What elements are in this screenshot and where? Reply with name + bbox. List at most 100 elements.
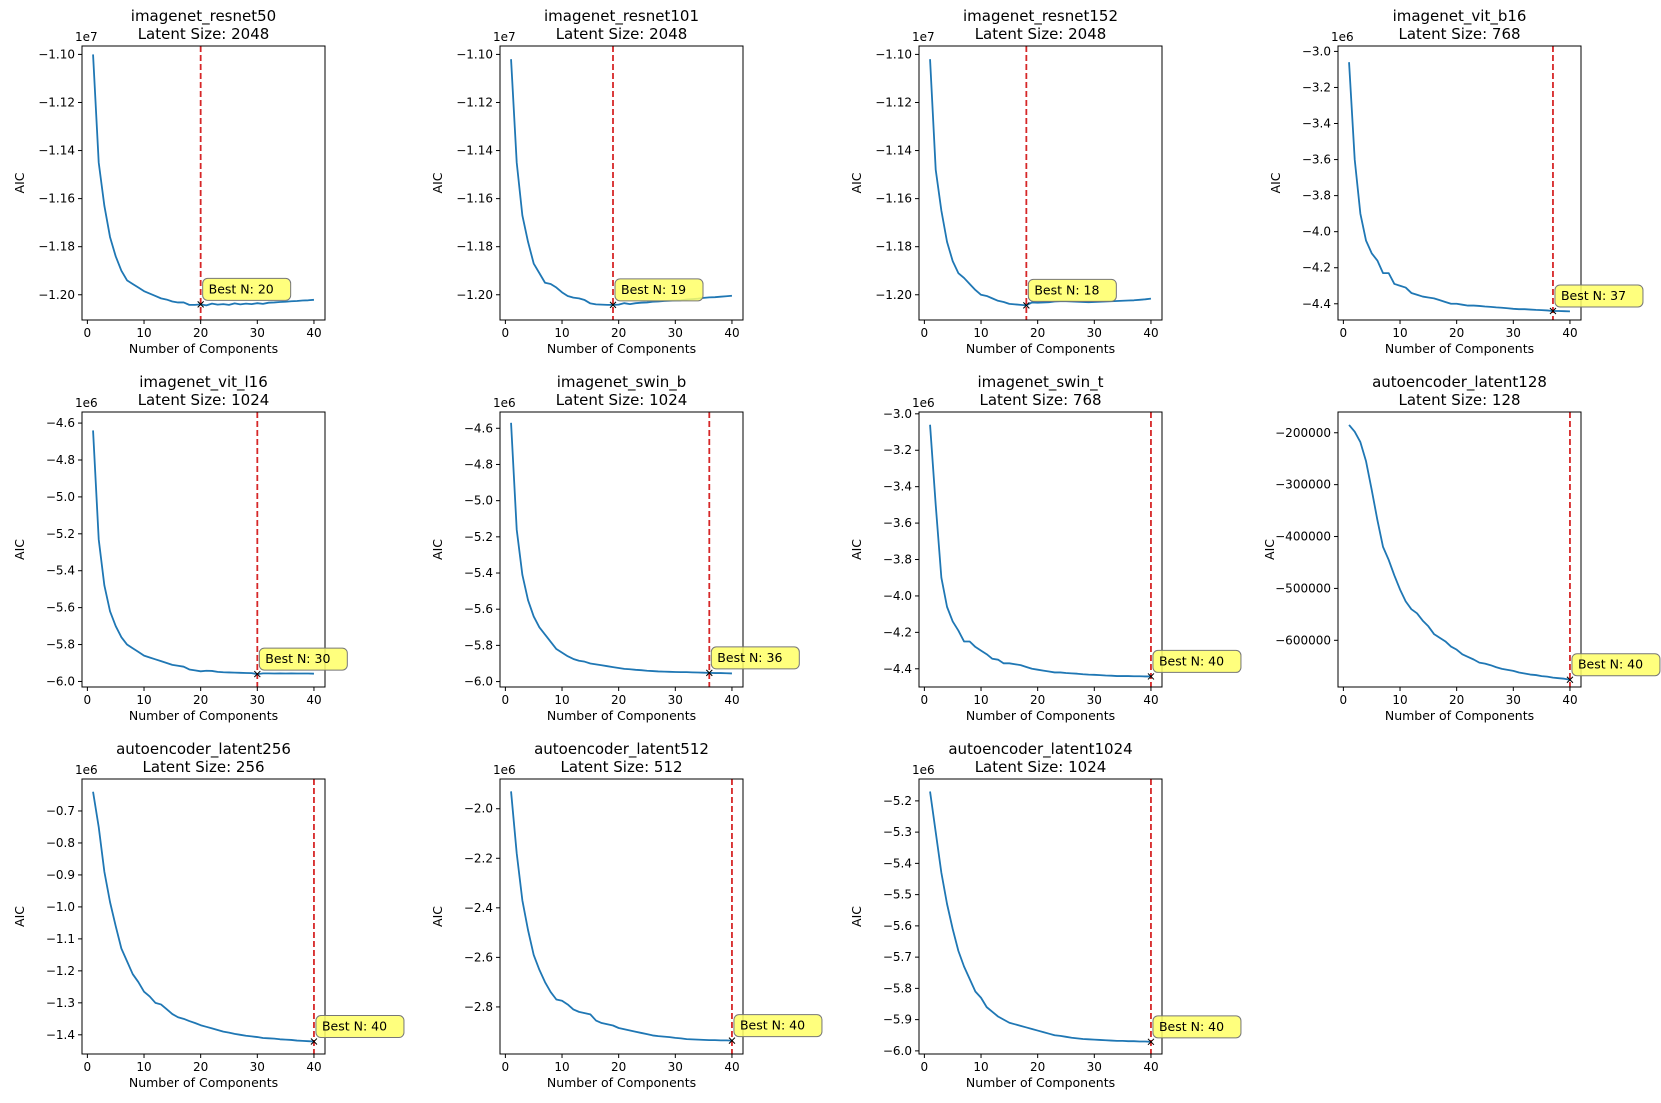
x-tick-label: 40 [306,693,321,707]
y-tick-label: −4.0 [1302,225,1331,239]
y-tick-label: −5.9 [883,1013,912,1027]
best-n-annotation-text: Best N: 40 [322,1019,387,1034]
y-tick-label: −5.6 [46,601,75,615]
y-tick-label: −4.6 [464,421,493,435]
y-tick-label: −5.2 [46,527,75,541]
x-tick-label: 40 [724,693,739,707]
subplot-title: autoencoder_latent1024 [948,740,1132,759]
subplot-subtitle: Latent Size: 1024 [138,391,270,409]
x-tick-label: 40 [724,326,739,340]
x-tick-label: 10 [554,326,569,340]
y-axis-label: AIC [430,172,445,193]
best-n-annotation-text: Best N: 40 [1578,657,1643,672]
x-axis-label: Number of Components [966,1075,1115,1090]
best-n-annotation-box [1571,653,1661,677]
best-n-annotation-box [1152,649,1242,673]
y-tick-label: −1.0 [46,900,75,914]
y-tick-label: −4.0 [883,589,912,603]
x-tick-label: 10 [1392,326,1407,340]
axes-frame [81,45,326,321]
y-offset-text: 1e6 [1331,30,1354,44]
x-tick-label: 10 [973,1060,988,1074]
x-tick-label: 30 [668,326,683,340]
subplot-subtitle: Latent Size: 512 [560,758,682,776]
y-tick-label: −1.14 [38,144,75,158]
y-tick-label: −5.2 [883,794,912,808]
x-axis-label: Number of Components [129,341,278,356]
y-tick-label: −5.2 [464,530,493,544]
y-tick-label: −5.0 [46,490,75,504]
y-tick-label: −4.4 [883,662,912,676]
x-tick-label: 20 [193,693,208,707]
x-tick-label: 20 [611,693,626,707]
y-tick-label: −0.8 [46,836,75,850]
y-offset-text: 1e7 [912,30,935,44]
y-tick-label: −3.2 [1302,80,1331,94]
best-n-annotation-text: Best N: 36 [717,650,782,665]
x-tick-label: 20 [1449,326,1464,340]
y-tick-label: −0.7 [46,804,75,818]
y-offset-text: 1e6 [75,396,98,410]
y-tick-label: −2.4 [464,901,493,915]
y-axis-label: AIC [849,539,864,560]
best-n-annotation-text: Best N: 30 [265,651,330,666]
subplot-subtitle: Latent Size: 128 [1398,391,1520,409]
x-axis-label: Number of Components [547,341,696,356]
x-tick-label: 0 [84,693,92,707]
best-n-marker [728,1037,736,1044]
axes-frame [918,778,1163,1055]
x-tick-label: 30 [1506,693,1521,707]
best-n-annotation-box [614,278,704,302]
y-tick-label: −4.2 [1302,261,1331,275]
y-tick-label: −6.0 [46,674,75,688]
x-tick-label: 0 [921,693,929,707]
subplot-title: imagenet_vit_l16 [139,373,268,392]
best-n-marker [1022,301,1030,309]
y-tick-label: −4.2 [883,625,912,639]
x-tick-label: 10 [136,326,151,340]
subplot-title: imagenet_resnet50 [131,7,276,26]
y-tick-label: −1.12 [456,95,493,109]
y-tick-label: −5.6 [464,602,493,616]
y-tick-label: −1.20 [875,288,912,302]
best-n-annotation-box [710,646,800,670]
x-tick-label: 10 [973,693,988,707]
y-tick-label: −0.9 [46,868,75,882]
aic-series-line [92,54,315,307]
subplot-title: autoencoder_latent256 [116,740,291,759]
y-axis-label: AIC [849,906,864,927]
x-tick-label: 10 [973,326,988,340]
y-tick-label: −1.20 [38,288,75,302]
y-tick-label: −600000 [1275,633,1331,647]
y-tick-label: −1.18 [456,240,493,254]
aic-series-line [92,430,314,675]
aic-series-line [510,59,733,306]
y-tick-label: −5.5 [883,888,912,902]
subplot-subtitle: Latent Size: 1024 [975,758,1107,776]
subplot-title: imagenet_resnet101 [544,7,699,26]
x-tick-label: 10 [1392,693,1407,707]
x-tick-label: 0 [921,326,929,340]
x-tick-label: 40 [306,326,321,340]
y-tick-label: −5.7 [883,950,912,964]
subplot-title: imagenet_swin_t [978,373,1104,392]
y-tick-label: −3.0 [1302,44,1331,58]
y-tick-label: −1.20 [456,288,493,302]
y-tick-label: −5.3 [883,825,912,839]
x-tick-label: 30 [668,1060,683,1074]
x-tick-label: 0 [1340,693,1348,707]
axes-frame [918,411,1163,688]
x-axis-label: Number of Components [547,708,696,723]
y-offset-text: 1e7 [75,30,98,44]
y-tick-label: −500000 [1275,581,1331,595]
x-tick-label: 0 [84,326,92,340]
x-tick-label: 0 [84,1060,92,1074]
subplot-title: autoencoder_latent512 [534,740,709,759]
best-n-marker [1147,673,1155,680]
